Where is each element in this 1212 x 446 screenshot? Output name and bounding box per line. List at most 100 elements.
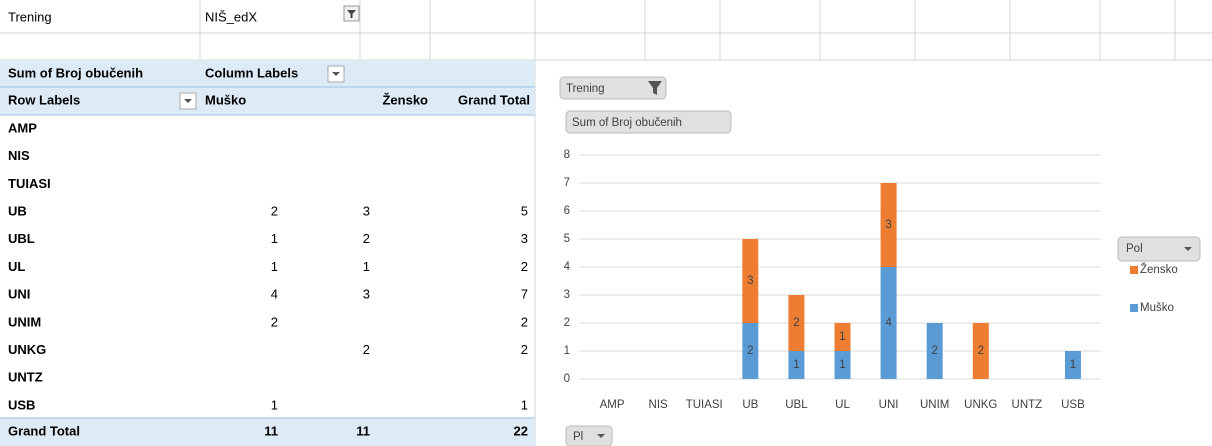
cell-value: 2 xyxy=(521,342,528,357)
cell-value: 3 xyxy=(363,204,370,219)
data-label: 1 xyxy=(793,359,799,371)
x-tick-label: TUIASI xyxy=(686,399,723,411)
legend-button-arrow xyxy=(1184,247,1192,251)
row-label: USB xyxy=(8,397,35,412)
bar-segment xyxy=(1064,351,1081,379)
cell-value: 2 xyxy=(521,314,528,329)
bar-segment xyxy=(880,267,897,379)
cell-value: 1 xyxy=(271,397,278,412)
cell-value: 1 xyxy=(363,259,370,274)
value-button[interactable] xyxy=(565,110,732,134)
bar-segment xyxy=(742,239,759,323)
x-tick-label: UNKG xyxy=(964,399,997,411)
row-label: AMP xyxy=(8,120,37,135)
data-label: 3 xyxy=(747,275,753,287)
data-label: 4 xyxy=(885,317,892,329)
row-label: UNTZ xyxy=(8,370,43,385)
y-tick-label: 2 xyxy=(564,317,570,329)
x-tick-label: UB xyxy=(742,399,758,411)
row-label: UBL xyxy=(8,231,35,246)
cell-value: 7 xyxy=(521,287,528,302)
row-label: UNI xyxy=(8,287,30,302)
y-tick-label: 5 xyxy=(564,233,570,245)
legend-swatch xyxy=(1130,266,1138,274)
row-filter-dropdown[interactable] xyxy=(179,92,197,110)
legend-button[interactable] xyxy=(1117,236,1201,262)
row-label: UL xyxy=(8,259,25,274)
row-label: UB xyxy=(8,204,27,219)
cell-value: 1 xyxy=(271,231,278,246)
x-tick-label: NIS xyxy=(649,399,669,411)
bar-segment xyxy=(926,323,943,379)
data-label: 2 xyxy=(747,345,753,357)
bar-segment xyxy=(880,183,897,267)
cell-value: 2 xyxy=(363,342,370,357)
x-tick-label: UBL xyxy=(785,399,808,411)
row-label: NIS xyxy=(8,148,30,163)
row-label: UNIM xyxy=(8,314,41,329)
filter-button[interactable] xyxy=(343,5,360,22)
x-tick-label: UNIM xyxy=(920,399,949,411)
bar-segment xyxy=(788,295,805,351)
total-label: Grand Total xyxy=(8,423,80,438)
axis-button-label: Pl xyxy=(573,431,583,443)
cell-value: 2 xyxy=(521,259,528,274)
column-header: Grand Total xyxy=(458,92,530,107)
y-tick-label: 3 xyxy=(564,289,570,301)
row-label: TUIASI xyxy=(8,176,51,191)
chart-filter-button[interactable] xyxy=(559,76,667,100)
column-filter-dropdown[interactable] xyxy=(327,65,345,83)
x-tick-label: UNI xyxy=(879,399,899,411)
data-label: 2 xyxy=(931,345,937,357)
value-field: Sum of Broj obučenih xyxy=(8,65,143,80)
total-value: 11 xyxy=(356,423,370,438)
data-label: 2 xyxy=(793,317,799,329)
data-label: 2 xyxy=(978,345,984,357)
cell-value: 4 xyxy=(271,287,278,302)
row-labels: Row Labels xyxy=(8,92,80,107)
total-value: 11 xyxy=(264,423,278,438)
data-label: 1 xyxy=(839,331,845,343)
cell-value: 3 xyxy=(521,231,528,246)
data-label: 1 xyxy=(839,359,845,371)
bar-segment xyxy=(742,323,759,379)
cell-value: 5 xyxy=(521,204,528,219)
data-label: 1 xyxy=(1070,359,1076,371)
cell-value: 2 xyxy=(271,314,278,329)
cell-value: 2 xyxy=(271,204,278,219)
chart-filter-label: Trening xyxy=(566,83,605,95)
legend-title: Pol xyxy=(1126,243,1143,255)
bar-segment xyxy=(972,323,989,379)
y-tick-label: 7 xyxy=(564,177,570,189)
legend-label: Žensko xyxy=(1140,263,1178,276)
y-tick-label: 6 xyxy=(564,205,570,217)
y-tick-label: 4 xyxy=(564,261,571,273)
column-labels: Column Labels xyxy=(205,65,298,80)
bar-segment xyxy=(834,323,851,351)
cell-value: 1 xyxy=(271,259,278,274)
legend-label: Muško xyxy=(1140,302,1174,314)
y-tick-label: 8 xyxy=(564,149,570,161)
filter-value: NIŠ_edX xyxy=(205,9,257,24)
bar-segment xyxy=(788,351,805,379)
bar-segment xyxy=(834,351,851,379)
axis-button-arrow xyxy=(597,434,605,438)
cell-value: 3 xyxy=(363,287,370,302)
value-button-label: Sum of Broj obučenih xyxy=(572,117,682,129)
cell-value: 2 xyxy=(363,231,370,246)
filter-label: Trening xyxy=(8,9,52,24)
y-tick-label: 1 xyxy=(564,345,570,357)
column-header: Muško xyxy=(205,92,246,107)
x-tick-label: AMP xyxy=(600,399,625,411)
axis-button[interactable] xyxy=(565,425,613,446)
x-tick-label: USB xyxy=(1061,399,1085,411)
column-header: Žensko xyxy=(382,92,428,107)
cell-value: 1 xyxy=(521,397,528,412)
legend-swatch xyxy=(1130,304,1138,312)
x-tick-label: UNTZ xyxy=(1012,399,1043,411)
x-tick-label: UL xyxy=(835,399,850,411)
data-label: 3 xyxy=(885,219,891,231)
y-tick-label: 0 xyxy=(564,373,570,385)
